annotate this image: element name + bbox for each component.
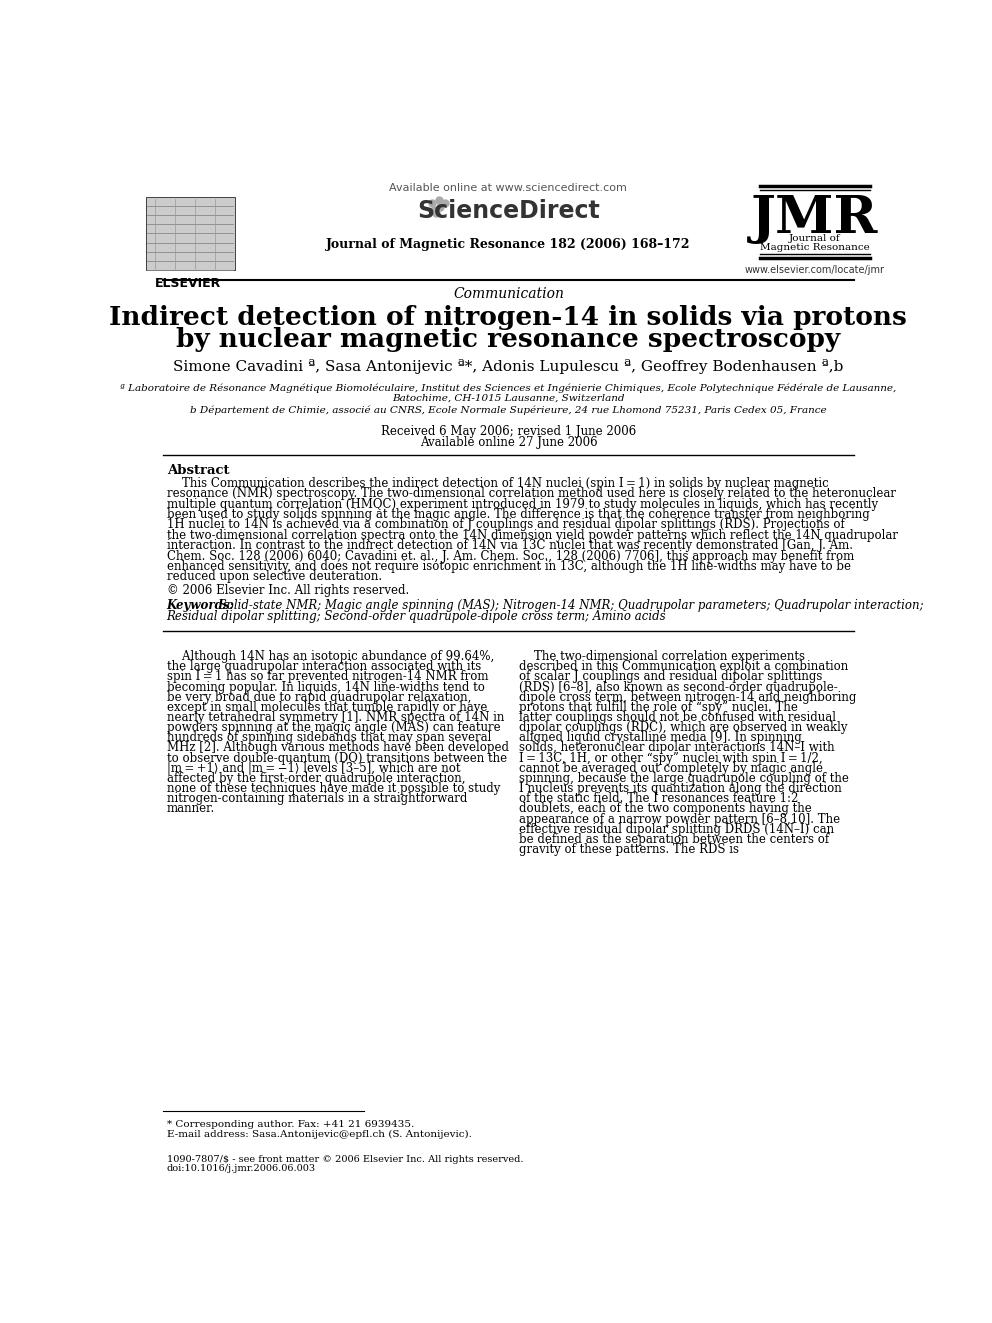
Text: * Corresponding author. Fax: +41 21 6939435.: * Corresponding author. Fax: +41 21 6939… (167, 1119, 414, 1129)
Text: be defined as the separation between the centers of: be defined as the separation between the… (519, 833, 829, 845)
Text: multiple quantum correlation (HMQC) experiment introduced in 1979 to study molec: multiple quantum correlation (HMQC) expe… (167, 497, 878, 511)
Text: The two-dimensional correlation experiments: The two-dimensional correlation experime… (519, 650, 806, 663)
Text: |m = +1⟩ and |m = −1⟩ levels [3–5], which are not: |m = +1⟩ and |m = −1⟩ levels [3–5], whic… (167, 762, 460, 775)
Text: protons that fulfill the role of “spy” nuclei. The: protons that fulfill the role of “spy” n… (519, 701, 799, 714)
Text: becoming popular. In liquids, 14N line-widths tend to: becoming popular. In liquids, 14N line-w… (167, 680, 484, 693)
Text: www.elsevier.com/locate/jmr: www.elsevier.com/locate/jmr (745, 265, 885, 275)
Text: Journal of: Journal of (789, 234, 840, 243)
Text: latter couplings should not be confused with residual: latter couplings should not be confused … (519, 710, 836, 724)
Text: by nuclear magnetic resonance spectroscopy: by nuclear magnetic resonance spectrosco… (177, 327, 840, 352)
Text: Available online 27 June 2006: Available online 27 June 2006 (420, 437, 597, 448)
Text: the large quadrupolar interaction associated with its: the large quadrupolar interaction associ… (167, 660, 481, 673)
Text: Chem. Soc. 128 (2006) 6040; Cavadini et. al., J. Am. Chem. Soc., 128 (2006) 7706: Chem. Soc. 128 (2006) 6040; Cavadini et.… (167, 549, 854, 562)
Text: Available online at www.sciencedirect.com: Available online at www.sciencedirect.co… (390, 184, 627, 193)
Text: none of these techniques have made it possible to study: none of these techniques have made it po… (167, 782, 500, 795)
Text: Indirect detection of nitrogen-14 in solids via protons: Indirect detection of nitrogen-14 in sol… (109, 306, 908, 329)
Text: dipole cross term, between nitrogen-14 and neighboring: dipole cross term, between nitrogen-14 a… (519, 691, 857, 704)
Text: affected by the first-order quadrupole interaction,: affected by the first-order quadrupole i… (167, 773, 465, 785)
Text: Residual dipolar splitting; Second-order quadrupole-dipole cross term; Amino aci: Residual dipolar splitting; Second-order… (167, 610, 667, 623)
Text: to observe double-quantum (DQ) transitions between the: to observe double-quantum (DQ) transitio… (167, 751, 507, 765)
Text: MHz [2]. Although various methods have been developed: MHz [2]. Although various methods have b… (167, 741, 509, 754)
Text: I nucleus prevents its quantization along the direction: I nucleus prevents its quantization alon… (519, 782, 842, 795)
Text: of scalar J couplings and residual dipolar splittings: of scalar J couplings and residual dipol… (519, 671, 822, 684)
Text: effective residual dipolar splitting DRDS (14N–I) can: effective residual dipolar splitting DRD… (519, 823, 834, 836)
Text: Magnetic Resonance: Magnetic Resonance (760, 243, 869, 253)
Text: Journal of Magnetic Resonance 182 (2006) 168–172: Journal of Magnetic Resonance 182 (2006)… (326, 238, 690, 251)
Text: interaction. In contrast to the indirect detection of 14N via 13C nuclei that wa: interaction. In contrast to the indirect… (167, 540, 853, 552)
Text: b Département de Chimie, associé au CNRS, Ecole Normale Supérieure, 24 rue Lhomo: b Département de Chimie, associé au CNRS… (190, 405, 826, 414)
Text: nearly tetrahedral symmetry [1]. NMR spectra of 14N in: nearly tetrahedral symmetry [1]. NMR spe… (167, 710, 504, 724)
Text: hundreds of spinning sidebands that may span several: hundreds of spinning sidebands that may … (167, 732, 491, 745)
Text: nitrogen-containing materials in a straightforward: nitrogen-containing materials in a strai… (167, 792, 467, 806)
Text: ª Laboratoire de Résonance Magnétique Biomoléculaire, Institut des Sciences et I: ª Laboratoire de Résonance Magnétique Bi… (120, 384, 897, 393)
Text: dipolar couplings (RDC), which are observed in weakly: dipolar couplings (RDC), which are obser… (519, 721, 848, 734)
Text: cannot be averaged out completely by magic angle: cannot be averaged out completely by mag… (519, 762, 823, 775)
Text: described in this Communication exploit a combination: described in this Communication exploit … (519, 660, 848, 673)
Text: solids, heteronuclear dipolar interactions 14N–I with: solids, heteronuclear dipolar interactio… (519, 741, 835, 754)
Text: reduced upon selective deuteration.: reduced upon selective deuteration. (167, 570, 382, 583)
Text: gravity of these patterns. The RDS is: gravity of these patterns. The RDS is (519, 843, 739, 856)
Text: been used to study solids spinning at the magic angle. The difference is that th: been used to study solids spinning at th… (167, 508, 869, 521)
Text: Although 14N has an isotopic abundance of 99.64%,: Although 14N has an isotopic abundance o… (167, 650, 494, 663)
Text: This Communication describes the indirect detection of 14N nuclei (spin I = 1) i: This Communication describes the indirec… (167, 476, 828, 490)
Text: spinning, because the large quadrupole coupling of the: spinning, because the large quadrupole c… (519, 773, 849, 785)
Text: aligned liquid crystalline media [9]. In spinning: aligned liquid crystalline media [9]. In… (519, 732, 802, 745)
Text: 1H nuclei to 14N is achieved via a combination of J couplings and residual dipol: 1H nuclei to 14N is achieved via a combi… (167, 519, 844, 532)
Text: doi:10.1016/j.jmr.2006.06.003: doi:10.1016/j.jmr.2006.06.003 (167, 1164, 315, 1174)
Text: JMR: JMR (751, 193, 878, 245)
Text: be very broad due to rapid quadrupolar relaxation,: be very broad due to rapid quadrupolar r… (167, 691, 471, 704)
Text: of the static field. The I resonances feature 1:2: of the static field. The I resonances fe… (519, 792, 799, 806)
Text: Received 6 May 2006; revised 1 June 2006: Received 6 May 2006; revised 1 June 2006 (381, 425, 636, 438)
Text: © 2006 Elsevier Inc. All rights reserved.: © 2006 Elsevier Inc. All rights reserved… (167, 583, 409, 597)
Text: Keywords:: Keywords: (167, 599, 234, 613)
Text: Solid-state NMR; Magic angle spinning (MAS); Nitrogen-14 NMR; Quadrupolar parame: Solid-state NMR; Magic angle spinning (M… (215, 599, 925, 613)
Text: I = 13C, 1H, or other “spy” nuclei with spin I = 1/2,: I = 13C, 1H, or other “spy” nuclei with … (519, 751, 823, 765)
Text: E-mail address: Sasa.Antonijevic@epfl.ch (S. Antonijevic).: E-mail address: Sasa.Antonijevic@epfl.ch… (167, 1130, 471, 1139)
Text: resonance (NMR) spectroscopy. The two-dimensional correlation method used here i: resonance (NMR) spectroscopy. The two-di… (167, 487, 896, 500)
Text: enhanced sensitivity, and does not require isotopic enrichment in 13C, although : enhanced sensitivity, and does not requi… (167, 560, 850, 573)
Text: appearance of a narrow powder pattern [6–8,10]. The: appearance of a narrow powder pattern [6… (519, 812, 840, 826)
Text: powders spinning at the magic angle (MAS) can feature: powders spinning at the magic angle (MAS… (167, 721, 500, 734)
Text: spin I = 1 has so far prevented nitrogen-14 NMR from: spin I = 1 has so far prevented nitrogen… (167, 671, 488, 684)
Text: Batochime, CH-1015 Lausanne, Switzerland: Batochime, CH-1015 Lausanne, Switzerland (392, 394, 625, 402)
Text: Communication: Communication (453, 287, 563, 300)
Text: 1090-7807/$ - see front matter © 2006 Elsevier Inc. All rights reserved.: 1090-7807/$ - see front matter © 2006 El… (167, 1155, 523, 1164)
Text: (RDS) [6–8], also known as second-order quadrupole-: (RDS) [6–8], also known as second-order … (519, 680, 838, 693)
Text: ScienceDirect: ScienceDirect (417, 198, 600, 222)
Text: Abstract: Abstract (167, 463, 229, 476)
Text: the two-dimensional correlation spectra onto the 14N dimension yield powder patt: the two-dimensional correlation spectra … (167, 529, 898, 541)
Text: doublets, each of the two components having the: doublets, each of the two components hav… (519, 803, 812, 815)
Text: manner.: manner. (167, 803, 215, 815)
Text: Simone Cavadini ª, Sasa Antonijevic ª*, Adonis Lupulescu ª, Geoffrey Bodenhausen: Simone Cavadini ª, Sasa Antonijevic ª*, … (174, 359, 843, 374)
Text: except in small molecules that tumble rapidly or have: except in small molecules that tumble ra… (167, 701, 487, 714)
Bar (146, 197, 235, 270)
Text: ELSEVIER: ELSEVIER (155, 277, 221, 290)
